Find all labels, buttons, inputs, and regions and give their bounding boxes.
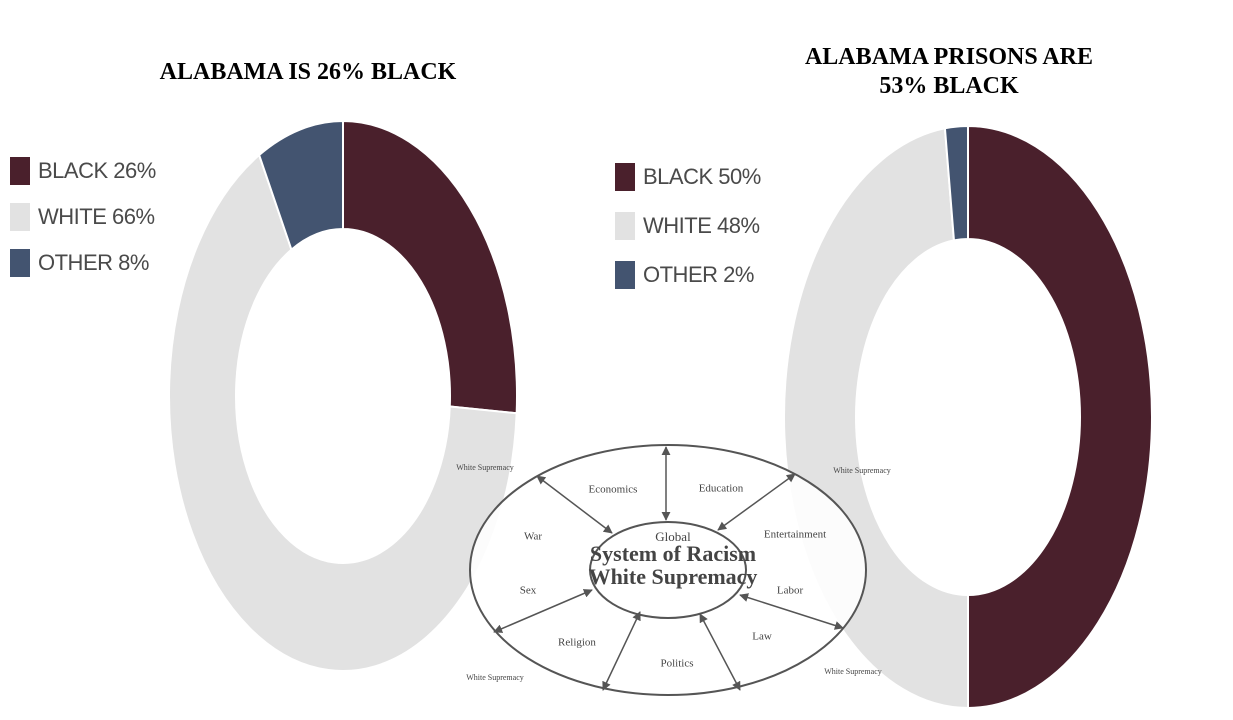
legend-label: OTHER 2% [643, 262, 754, 287]
donut-segment [168, 153, 518, 672]
sector-label: Law [752, 631, 772, 643]
sector-label: Entertainment [764, 529, 826, 541]
outer-label: White Supremacy [466, 673, 524, 682]
legend-entry: OTHER 2% [615, 261, 754, 289]
sector-label: Education [699, 483, 744, 495]
legend-label: OTHER 8% [38, 250, 149, 275]
outer-label: White Supremacy [456, 463, 514, 472]
legend-entry: WHITE 66% [10, 203, 155, 231]
legend-entry: BLACK 26% [10, 157, 156, 185]
legend-swatch [10, 157, 30, 185]
outer-label: White Supremacy [824, 667, 882, 676]
outer-label: White Supremacy [833, 466, 891, 475]
legend-swatch [10, 203, 30, 231]
legend-label: BLACK 50% [643, 164, 761, 189]
chart-title: ALABAMA IS 26% BLACK [159, 59, 457, 85]
center-label: White Supremacy [589, 564, 758, 589]
legend-entry: OTHER 8% [10, 249, 149, 277]
sector-label: Sex [520, 585, 537, 597]
legend-swatch [10, 249, 30, 277]
donut-segment [258, 119, 344, 252]
legend-label: WHITE 48% [643, 213, 760, 238]
arrows [493, 446, 844, 691]
sector-label: Religion [558, 637, 596, 649]
sector-label: Politics [660, 658, 693, 670]
sector-label: War [524, 531, 542, 543]
legend-entry: WHITE 48% [615, 212, 760, 240]
inner-ring [589, 521, 747, 619]
center-label: Global [655, 529, 691, 544]
legend-swatch [615, 163, 635, 191]
chart-title: ALABAMA PRISONS ARE 53% BLACK [804, 44, 1094, 99]
legend-label: WHITE 66% [38, 204, 155, 229]
legend-swatch [615, 261, 635, 289]
donut-segment [967, 124, 1153, 710]
sector-label: Labor [777, 585, 804, 597]
legend-swatch [615, 212, 635, 240]
legend-entry: BLACK 50% [615, 163, 761, 191]
center-label: System of Racism [590, 541, 756, 566]
donut-segment [342, 119, 518, 415]
donut-segment [943, 124, 969, 242]
sector-label: Economics [589, 484, 638, 496]
legend-label: BLACK 26% [38, 158, 156, 183]
